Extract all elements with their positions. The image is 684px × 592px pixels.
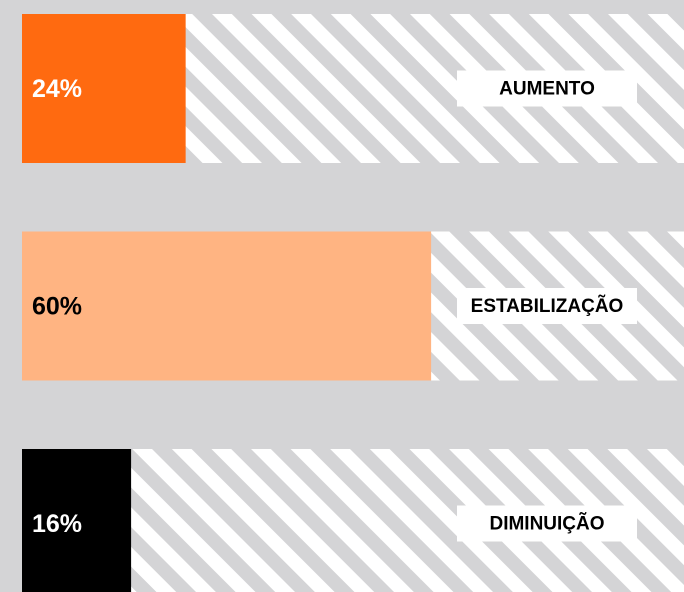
value-label: 16% (32, 510, 82, 538)
bar (22, 449, 132, 592)
category-label: AUMENTO (499, 79, 595, 100)
category-box (457, 505, 637, 542)
category-box (457, 288, 637, 324)
category-label: ESTABILIZAÇÃO (471, 295, 624, 317)
category-label: DIMINUIÇÃO (489, 513, 604, 535)
bar (22, 231, 432, 381)
bar (22, 14, 186, 163)
value-label: 24% (32, 75, 82, 103)
category-box (457, 70, 637, 107)
value-label: 60% (32, 293, 82, 321)
